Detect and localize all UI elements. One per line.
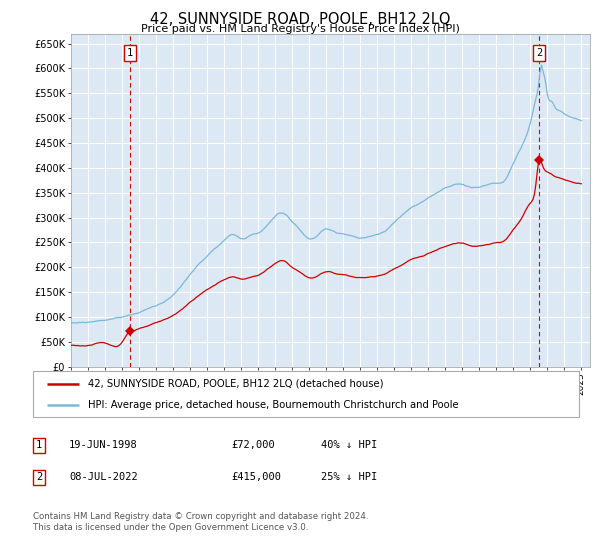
Text: £72,000: £72,000: [231, 440, 275, 450]
Text: 1: 1: [127, 48, 133, 58]
Text: 19-JUN-1998: 19-JUN-1998: [69, 440, 138, 450]
Text: £415,000: £415,000: [231, 472, 281, 482]
Text: 25% ↓ HPI: 25% ↓ HPI: [321, 472, 377, 482]
Text: 2: 2: [536, 48, 542, 58]
Text: 1: 1: [36, 440, 42, 450]
Text: Price paid vs. HM Land Registry's House Price Index (HPI): Price paid vs. HM Land Registry's House …: [140, 24, 460, 34]
Text: 40% ↓ HPI: 40% ↓ HPI: [321, 440, 377, 450]
Text: 42, SUNNYSIDE ROAD, POOLE, BH12 2LQ (detached house): 42, SUNNYSIDE ROAD, POOLE, BH12 2LQ (det…: [88, 379, 383, 389]
Text: Contains HM Land Registry data © Crown copyright and database right 2024.
This d: Contains HM Land Registry data © Crown c…: [33, 512, 368, 532]
Text: 2: 2: [36, 472, 42, 482]
Text: HPI: Average price, detached house, Bournemouth Christchurch and Poole: HPI: Average price, detached house, Bour…: [88, 400, 458, 410]
FancyBboxPatch shape: [33, 371, 579, 417]
Text: 42, SUNNYSIDE ROAD, POOLE, BH12 2LQ: 42, SUNNYSIDE ROAD, POOLE, BH12 2LQ: [150, 12, 450, 27]
Text: 08-JUL-2022: 08-JUL-2022: [69, 472, 138, 482]
